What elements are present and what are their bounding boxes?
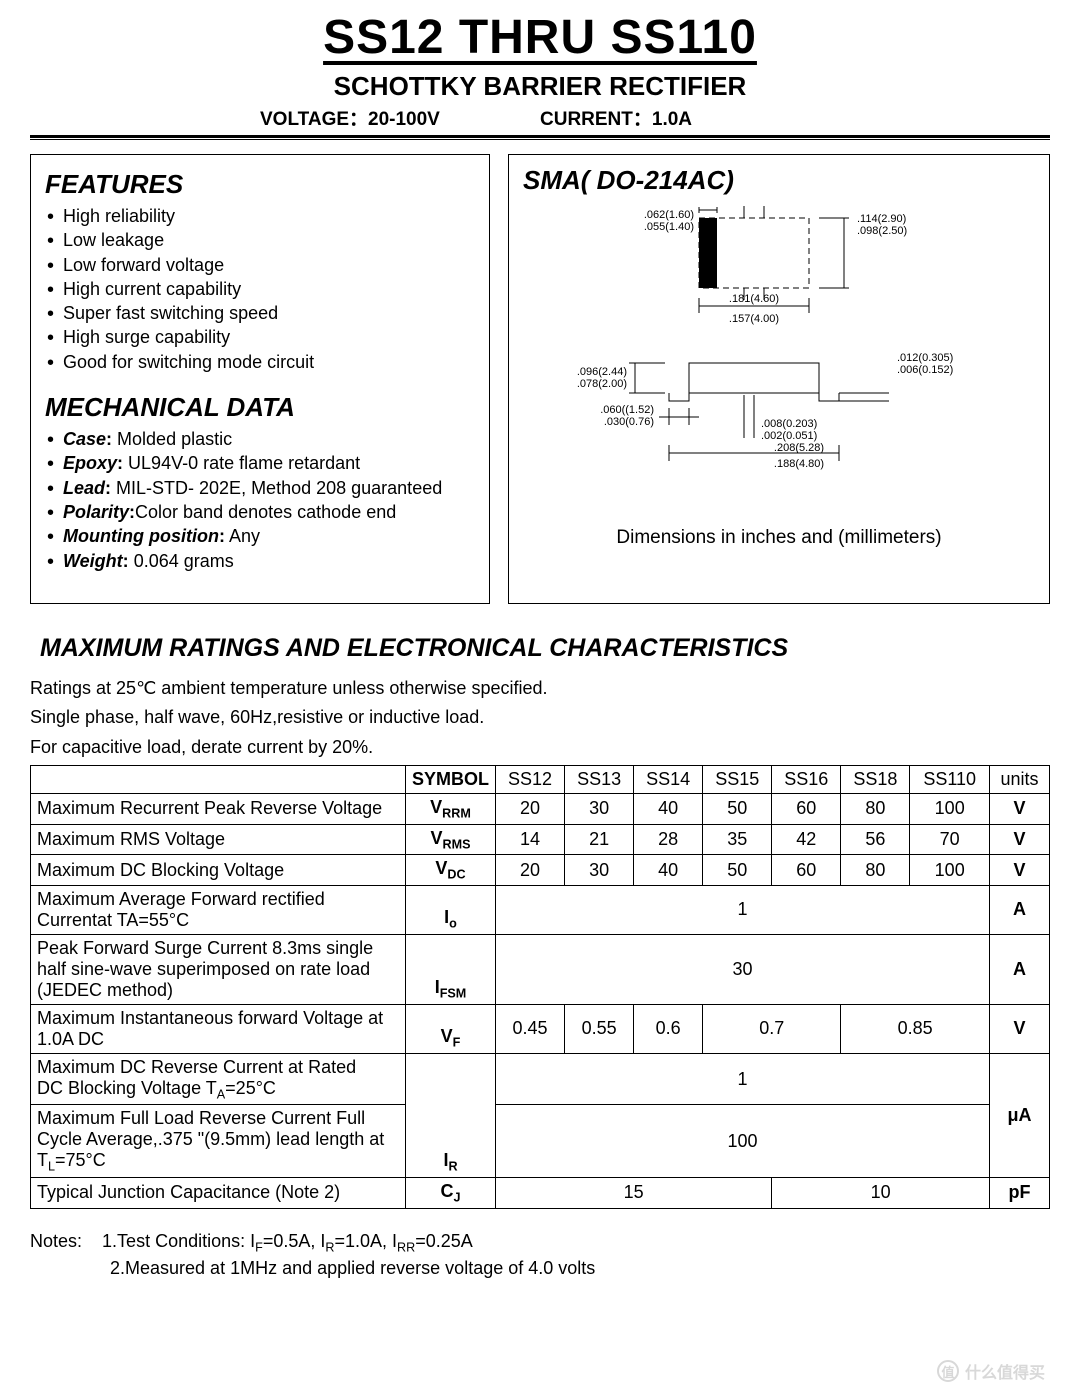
voltage-spec: VOLTAGE：20-100V [260,104,540,131]
ratings-desc: Ratings at 25℃ ambient temperature unles… [30,677,1050,700]
feature-item: Good for switching mode circuit [45,350,475,374]
mechanical-list: Case: Molded plastic Epoxy: UL94V-0 rate… [45,427,475,573]
feature-item: High reliability [45,204,475,228]
table-row: Maximum DC Blocking Voltage VDC 20 30 40… [31,855,1050,886]
watermark-badge-icon: 值 [937,1360,959,1382]
svg-text:.096(2.44): .096(2.44) [577,366,627,378]
features-heading: FEATURES [45,169,475,200]
package-note: Dimensions in inches and (millimeters) [523,527,1035,549]
svg-text:.078(2.00): .078(2.00) [577,378,627,390]
feature-item: High current capability [45,277,475,301]
svg-text:.012(0.305): .012(0.305) [897,352,953,364]
mechanical-heading: MECHANICAL DATA [45,392,475,423]
package-box: SMA( DO-214AC) .062(1.60) .055(1.40) [508,154,1050,604]
features-mechanical-box: FEATURES High reliability Low leakage Lo… [30,154,490,604]
svg-text:.008(0.203): .008(0.203) [761,418,817,430]
svg-text:.098(2.50): .098(2.50) [857,225,907,237]
svg-text:.060((1.52): .060((1.52) [600,404,654,416]
current-spec: CURRENT：1.0A [540,104,692,131]
table-row: Maximum RMS Voltage VRMS 14 21 28 35 42 … [31,824,1050,855]
header-specs: VOLTAGE：20-100V CURRENT：1.0A [30,104,1050,131]
ratings-table: SYMBOL SS12 SS13 SS14 SS15 SS16 SS18 SS1… [30,765,1050,1209]
svg-text:.181(4.60): .181(4.60) [729,293,779,305]
features-list: High reliability Low leakage Low forward… [45,204,475,374]
feature-item: Low leakage [45,228,475,252]
svg-text:.208(5.28): .208(5.28) [774,442,824,454]
svg-text:.055(1.40): .055(1.40) [644,221,694,233]
ratings-desc: Single phase, half wave, 60Hz,resistive … [30,706,1050,729]
table-row: Peak Forward Surge Current 8.3ms singleh… [31,934,1050,1004]
table-row: Maximum Full Load Reverse Current FullCy… [31,1105,1050,1178]
mech-item: Case: Molded plastic [45,427,475,451]
svg-text:.188(4.80): .188(4.80) [774,458,824,470]
package-drawing: .062(1.60) .055(1.40) .114(2.90) .098(2.… [523,198,1035,518]
svg-text:.030(0.76): .030(0.76) [604,416,654,428]
mech-item: Mounting position: Any [45,524,475,548]
svg-text:.002(0.051): .002(0.051) [761,430,817,442]
table-row: Typical Junction Capacitance (Note 2) CJ… [31,1178,1050,1209]
header-rule [30,135,1050,140]
feature-item: Super fast switching speed [45,301,475,325]
svg-text:.114(2.90): .114(2.90) [857,213,906,225]
table-row: Maximum Average Forward rectifiedCurrent… [31,885,1050,934]
top-columns: FEATURES High reliability Low leakage Lo… [30,154,1050,604]
package-heading: SMA( DO-214AC) [523,165,1035,196]
table-row: Maximum DC Reverse Current at RatedDC Bl… [31,1053,1050,1105]
ratings-heading: MAXIMUM RATINGS AND ELECTRONICAL CHARACT… [40,634,1050,663]
table-header-row: SYMBOL SS12 SS13 SS14 SS15 SS16 SS18 SS1… [31,766,1050,794]
svg-text:.062(1.60): .062(1.60) [644,209,694,221]
svg-text:.157(4.00): .157(4.00) [729,313,779,325]
table-row: Maximum Recurrent Peak Reverse Voltage V… [31,794,1050,825]
mech-item: Lead: MIL-STD- 202E, Method 208 guarante… [45,476,475,500]
datasheet-page: SS12 THRU SS110 SCHOTTKY BARRIER RECTIFI… [0,0,1080,1395]
svg-text:.006(0.152): .006(0.152) [897,364,953,376]
table-row: Maximum Instantaneous forward Voltage at… [31,1004,1050,1053]
feature-item: High surge capability [45,325,475,349]
page-title: SS12 THRU SS110 [30,10,1050,65]
mech-item: Polarity:Color band denotes cathode end [45,500,475,524]
feature-item: Low forward voltage [45,253,475,277]
mech-item: Epoxy: UL94V-0 rate flame retardant [45,451,475,475]
ratings-desc: For capacitive load, derate current by 2… [30,736,1050,759]
watermark: 值 什么值得买 [937,1359,1045,1383]
watermark-text: 什么值得买 [965,1359,1045,1383]
mech-item: Weight: 0.064 grams [45,549,475,573]
notes: Notes: 1.Test Conditions: IF=0.5A, IR=1.… [30,1229,1050,1281]
page-subtitle: SCHOTTKY BARRIER RECTIFIER [30,71,1050,102]
